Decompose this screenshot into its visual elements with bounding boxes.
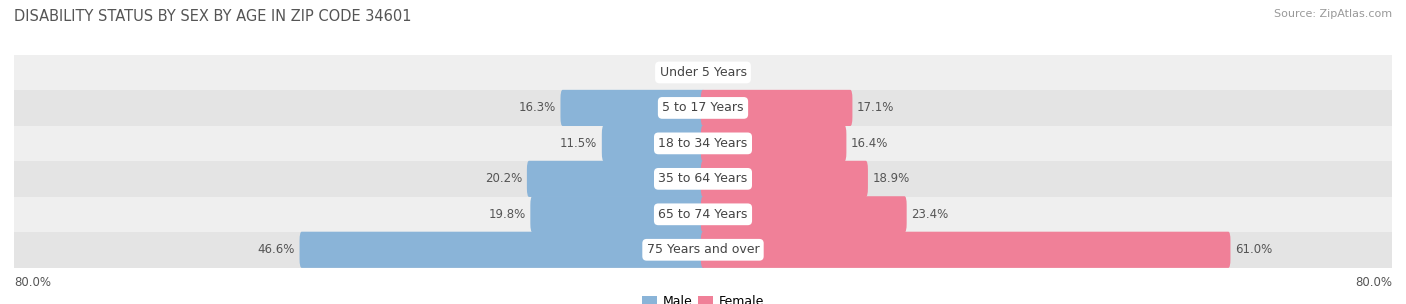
Text: 11.5%: 11.5% xyxy=(560,137,598,150)
FancyBboxPatch shape xyxy=(700,161,868,197)
Bar xyxy=(14,161,1392,197)
Legend: Male, Female: Male, Female xyxy=(643,295,763,304)
Text: 61.0%: 61.0% xyxy=(1236,243,1272,256)
FancyBboxPatch shape xyxy=(527,161,706,197)
Text: 16.3%: 16.3% xyxy=(519,102,555,114)
Text: 46.6%: 46.6% xyxy=(257,243,295,256)
Bar xyxy=(14,232,1392,268)
Text: 19.8%: 19.8% xyxy=(488,208,526,221)
Text: 0.0%: 0.0% xyxy=(665,66,695,79)
FancyBboxPatch shape xyxy=(700,125,846,161)
Text: Source: ZipAtlas.com: Source: ZipAtlas.com xyxy=(1274,9,1392,19)
Text: 20.2%: 20.2% xyxy=(485,172,522,185)
Text: 5 to 17 Years: 5 to 17 Years xyxy=(662,102,744,114)
Text: Under 5 Years: Under 5 Years xyxy=(659,66,747,79)
Bar xyxy=(14,55,1392,90)
Text: 0.0%: 0.0% xyxy=(711,66,741,79)
Text: 23.4%: 23.4% xyxy=(911,208,949,221)
Text: 80.0%: 80.0% xyxy=(14,276,51,289)
FancyBboxPatch shape xyxy=(299,232,706,268)
Bar xyxy=(14,90,1392,126)
Text: 18 to 34 Years: 18 to 34 Years xyxy=(658,137,748,150)
Text: 75 Years and over: 75 Years and over xyxy=(647,243,759,256)
FancyBboxPatch shape xyxy=(561,90,706,126)
Text: 80.0%: 80.0% xyxy=(1355,276,1392,289)
FancyBboxPatch shape xyxy=(700,90,852,126)
Text: DISABILITY STATUS BY SEX BY AGE IN ZIP CODE 34601: DISABILITY STATUS BY SEX BY AGE IN ZIP C… xyxy=(14,9,412,24)
Bar xyxy=(14,197,1392,232)
Text: 65 to 74 Years: 65 to 74 Years xyxy=(658,208,748,221)
Text: 35 to 64 Years: 35 to 64 Years xyxy=(658,172,748,185)
FancyBboxPatch shape xyxy=(700,232,1230,268)
Text: 16.4%: 16.4% xyxy=(851,137,889,150)
FancyBboxPatch shape xyxy=(530,196,706,233)
Bar xyxy=(14,126,1392,161)
FancyBboxPatch shape xyxy=(602,125,706,161)
Text: 17.1%: 17.1% xyxy=(858,102,894,114)
FancyBboxPatch shape xyxy=(700,196,907,233)
Text: 18.9%: 18.9% xyxy=(873,172,910,185)
